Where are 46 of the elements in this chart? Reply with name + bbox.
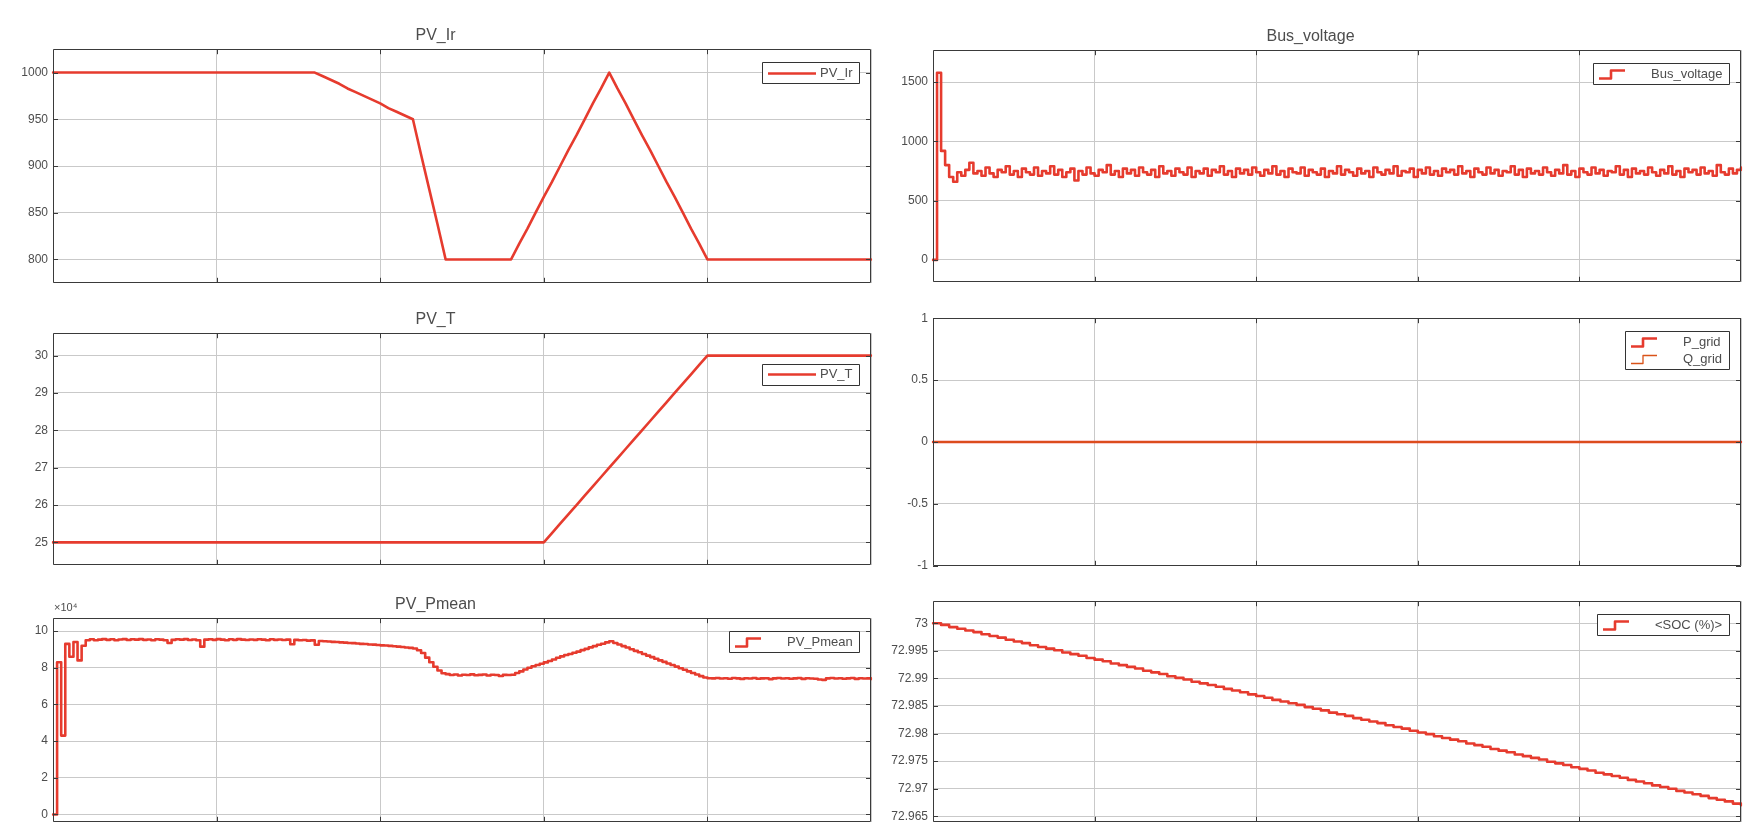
y-tick-label: 72.97 — [897, 781, 929, 796]
y-tick-label: 26 — [34, 497, 49, 512]
y-tick-label: 1000 — [901, 133, 929, 148]
y-tick-label: 29 — [34, 385, 49, 400]
chart-title: PV_T — [415, 310, 456, 329]
legend-label: Q_grid — [1683, 351, 1723, 367]
y-tick-label: 8 — [41, 660, 49, 675]
y-tick-label: 800 — [27, 251, 49, 266]
y-tick-label: -1 — [917, 558, 929, 573]
y-tick-label: 850 — [27, 205, 49, 220]
y-tick-label: 27 — [34, 459, 49, 474]
y-tick-label: 1000 — [21, 64, 49, 79]
y-tick-label: 6 — [41, 696, 49, 711]
y-tick-label: 72.975 — [891, 753, 929, 768]
y-tick-label: 10 — [34, 623, 49, 638]
y-tick-label: -0.5 — [907, 496, 929, 511]
chart-title: Bus_voltage — [1266, 27, 1355, 46]
chart-title: PV_Pmean — [395, 595, 476, 614]
y-tick-label: 4 — [41, 733, 49, 748]
y-tick-label: 500 — [907, 192, 929, 207]
y-tick-label: 72.995 — [891, 643, 929, 658]
legend-label: PV_T — [820, 366, 853, 382]
y-tick-label: 0.5 — [911, 372, 929, 387]
legend-label: <SOC (%)> — [1655, 617, 1723, 633]
y-tick-label: 73 — [914, 615, 929, 630]
chart-title: PV_Ir — [415, 26, 457, 45]
y-tick-label: 28 — [34, 422, 49, 437]
y-tick-label: 72.99 — [897, 670, 929, 685]
legend-label: Bus_voltage — [1651, 66, 1723, 82]
legend-label: P_grid — [1683, 334, 1721, 350]
y-tick-label: 1500 — [901, 74, 929, 89]
y-tick-label: 0 — [41, 806, 49, 821]
y-tick-label: 950 — [27, 111, 49, 126]
y-tick-label: 72.98 — [897, 725, 929, 740]
legend-label: PV_Pmean — [787, 634, 853, 650]
text: ×10⁴ — [54, 600, 78, 613]
y-tick-label: 0 — [921, 434, 929, 449]
y-tick-label: 72.965 — [891, 808, 929, 823]
y-tick-label: 25 — [34, 534, 49, 549]
y-tick-label: 72.985 — [891, 698, 929, 713]
y-tick-label: 0 — [921, 252, 929, 267]
y-tick-label: 2 — [41, 770, 49, 785]
y-tick-label: 1 — [921, 310, 929, 325]
legend-label: PV_Ir — [820, 65, 854, 81]
y-tick-label: 900 — [27, 158, 49, 173]
y-tick-label: 30 — [34, 347, 49, 362]
